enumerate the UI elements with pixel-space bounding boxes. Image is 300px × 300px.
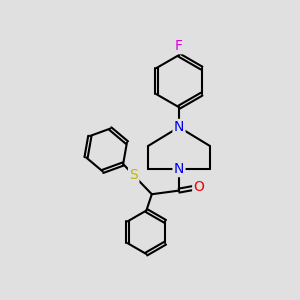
Text: F: F [175, 39, 183, 53]
Text: O: O [194, 180, 204, 194]
Text: N: N [174, 162, 184, 176]
Text: S: S [129, 168, 138, 182]
Text: N: N [174, 120, 184, 134]
